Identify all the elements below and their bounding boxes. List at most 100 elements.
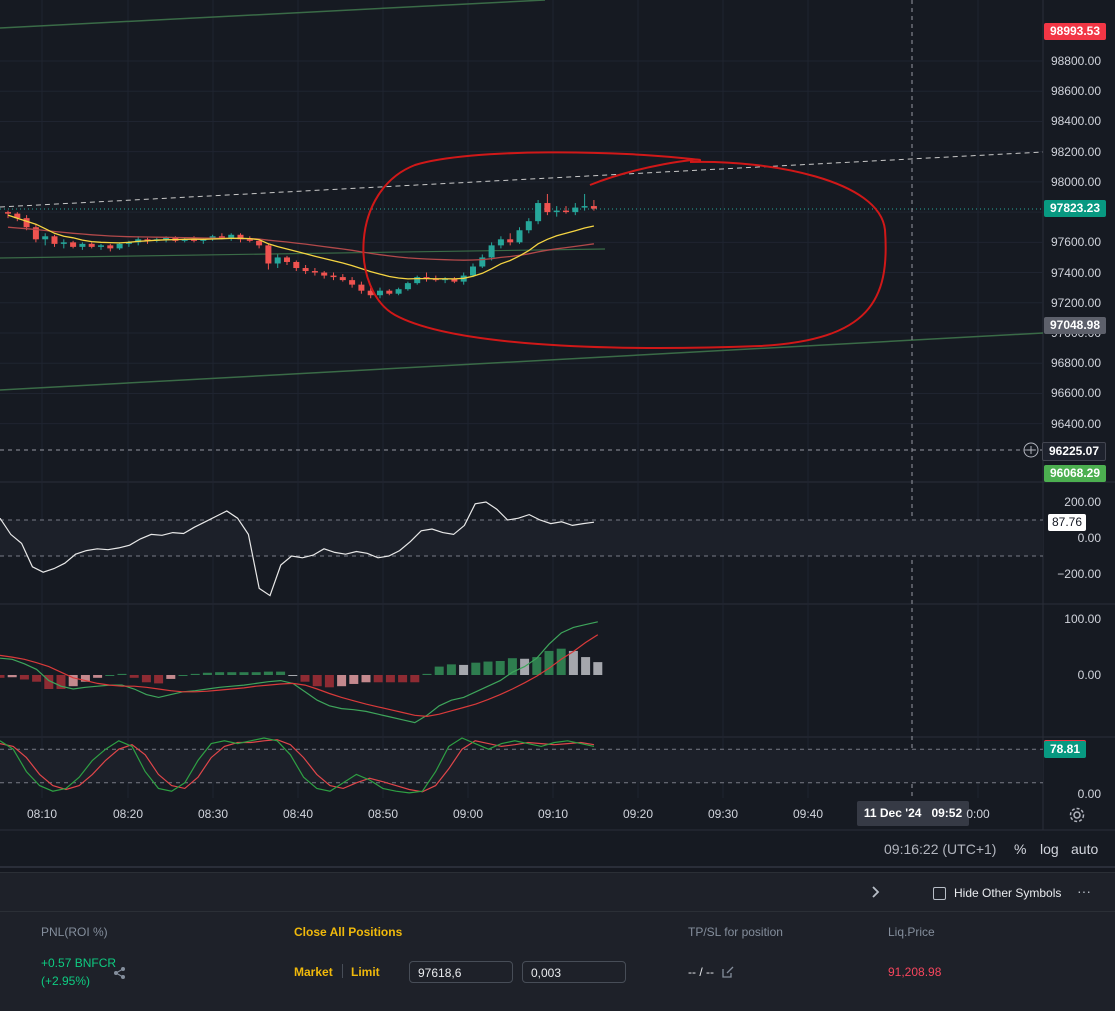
candle-body (274, 257, 281, 264)
price-tag: 98993.53 (1044, 23, 1106, 41)
macd-histogram-bar (227, 672, 237, 675)
macd-histogram-bar (68, 675, 78, 687)
price-tick-label: 96800.00 (1050, 356, 1101, 371)
stoch-band (0, 749, 1043, 783)
candle-body (572, 207, 579, 213)
gear-icon[interactable] (1068, 806, 1086, 824)
cci-line (0, 501, 595, 597)
candle-body (23, 218, 30, 228)
plus-circle-icon (1023, 442, 1039, 458)
candle-body (181, 239, 188, 241)
candle-body (107, 245, 114, 249)
liq-price-header: Liq.Price (888, 925, 935, 939)
candle-body (321, 272, 328, 276)
macd-histogram-bar (361, 675, 371, 683)
divider (342, 964, 343, 978)
liq-price-value: 91,208.98 (888, 965, 942, 979)
macd-histogram-bar (385, 675, 395, 683)
macd-histogram-bar (202, 672, 212, 675)
candle-body (228, 234, 235, 238)
macd-histogram-bar (215, 672, 225, 675)
limit-close-button[interactable]: Limit (351, 965, 380, 979)
cci-tick-label: 0.00 (1077, 531, 1101, 545)
time-tick-label: 09:40 (792, 807, 824, 821)
price-tick-label: 97600.00 (1050, 235, 1101, 250)
candle-body (311, 271, 318, 273)
price-pane-bg (0, 0, 1043, 460)
log-toggle[interactable]: log (1040, 841, 1059, 857)
cursor-time: 09:52 (931, 806, 963, 820)
candle-body (116, 243, 123, 249)
annotation-circle (362, 151, 887, 349)
price-tick-label: 98200.00 (1050, 144, 1101, 159)
macd-histogram-bar (446, 664, 456, 675)
price-tick-label: 98400.00 (1050, 114, 1101, 129)
price-tag: 97823.23 (1044, 200, 1106, 218)
candle-body (367, 290, 374, 296)
time-tick-label: 08:30 (197, 807, 229, 821)
chevron-right-icon[interactable] (871, 886, 881, 898)
macd-histogram-bar (7, 675, 17, 678)
macd-histogram-bar (324, 675, 334, 688)
macd-histogram-bar (56, 675, 66, 689)
macd-histogram-bar (190, 673, 200, 675)
time-tick-label: 09:10 (537, 807, 569, 821)
more-options-button[interactable]: ··· (1077, 883, 1091, 899)
price-tick-label: 98000.00 (1050, 174, 1101, 189)
chart-canvas[interactable] (0, 0, 1115, 868)
candle-body (470, 266, 476, 276)
ema-fast-line (7, 214, 595, 280)
stoch-tick-label: 0.00 (1077, 787, 1101, 801)
macd-histogram-bar (141, 675, 151, 683)
auto-toggle[interactable]: auto (1071, 841, 1099, 857)
time-tick-label: 0:00 (966, 807, 990, 821)
candle-body (218, 236, 225, 238)
positions-panel: Hide Other Symbols ··· PNL(ROI %) Close … (0, 872, 1115, 1011)
candle-body (246, 239, 253, 241)
price-tick-label: 97200.00 (1050, 295, 1101, 310)
candle-body (51, 236, 58, 244)
price-tick-label: 97400.00 (1050, 265, 1101, 280)
chart-area[interactable]: 11 Dec '24 09:52 09:16:22 (UTC+1) % log … (0, 0, 1115, 868)
edit-icon[interactable] (722, 966, 734, 978)
macd-histogram-bar (434, 666, 444, 675)
candle-body (535, 203, 542, 222)
quantity-input[interactable]: 0,003 (522, 961, 626, 983)
pnl-value: +0.57 BNFCR (41, 956, 117, 970)
candle-body (237, 234, 244, 240)
macd-histogram-bar (19, 675, 29, 680)
percent-toggle[interactable]: % (1014, 841, 1027, 857)
roi-value: (+2.95%) (41, 974, 91, 988)
candle-body (88, 243, 95, 247)
macd-histogram-bar (166, 675, 176, 679)
candle-body (163, 237, 170, 240)
candle-body (125, 242, 132, 244)
candle-body (265, 245, 272, 264)
macd-histogram-bar (593, 662, 603, 675)
time-tick-label: 09:00 (452, 807, 484, 821)
close-all-positions-button[interactable]: Close All Positions (294, 925, 403, 939)
time-tick-label: 09:20 (622, 807, 654, 821)
candle-body (590, 206, 597, 209)
pnl-header: PNL(ROI %) (41, 925, 108, 939)
share-icon[interactable] (113, 966, 126, 980)
candle-body (525, 221, 532, 231)
macd-histogram-bar (422, 673, 432, 675)
macd-histogram-bar (312, 675, 322, 687)
market-close-button[interactable]: Market (294, 965, 333, 979)
macd-histogram-bar (532, 657, 542, 675)
macd-histogram-bar (32, 675, 42, 682)
hide-symbols-checkbox[interactable] (933, 887, 946, 900)
price-tick-label: 96600.00 (1050, 386, 1101, 401)
macd-histogram-bar (410, 675, 420, 683)
candle-body (14, 213, 21, 219)
candle-body (488, 245, 495, 258)
candle-body (544, 203, 551, 213)
cci-tick-label: −200.00 (1057, 567, 1101, 581)
time-tick-label: 08:50 (367, 807, 399, 821)
candle-body (200, 239, 207, 241)
macd-histogram-bar (544, 650, 554, 675)
macd-tick-label: 0.00 (1077, 668, 1101, 682)
price-tick-label: 98600.00 (1050, 84, 1101, 99)
limit-price-input[interactable]: 97618,6 (409, 961, 513, 983)
